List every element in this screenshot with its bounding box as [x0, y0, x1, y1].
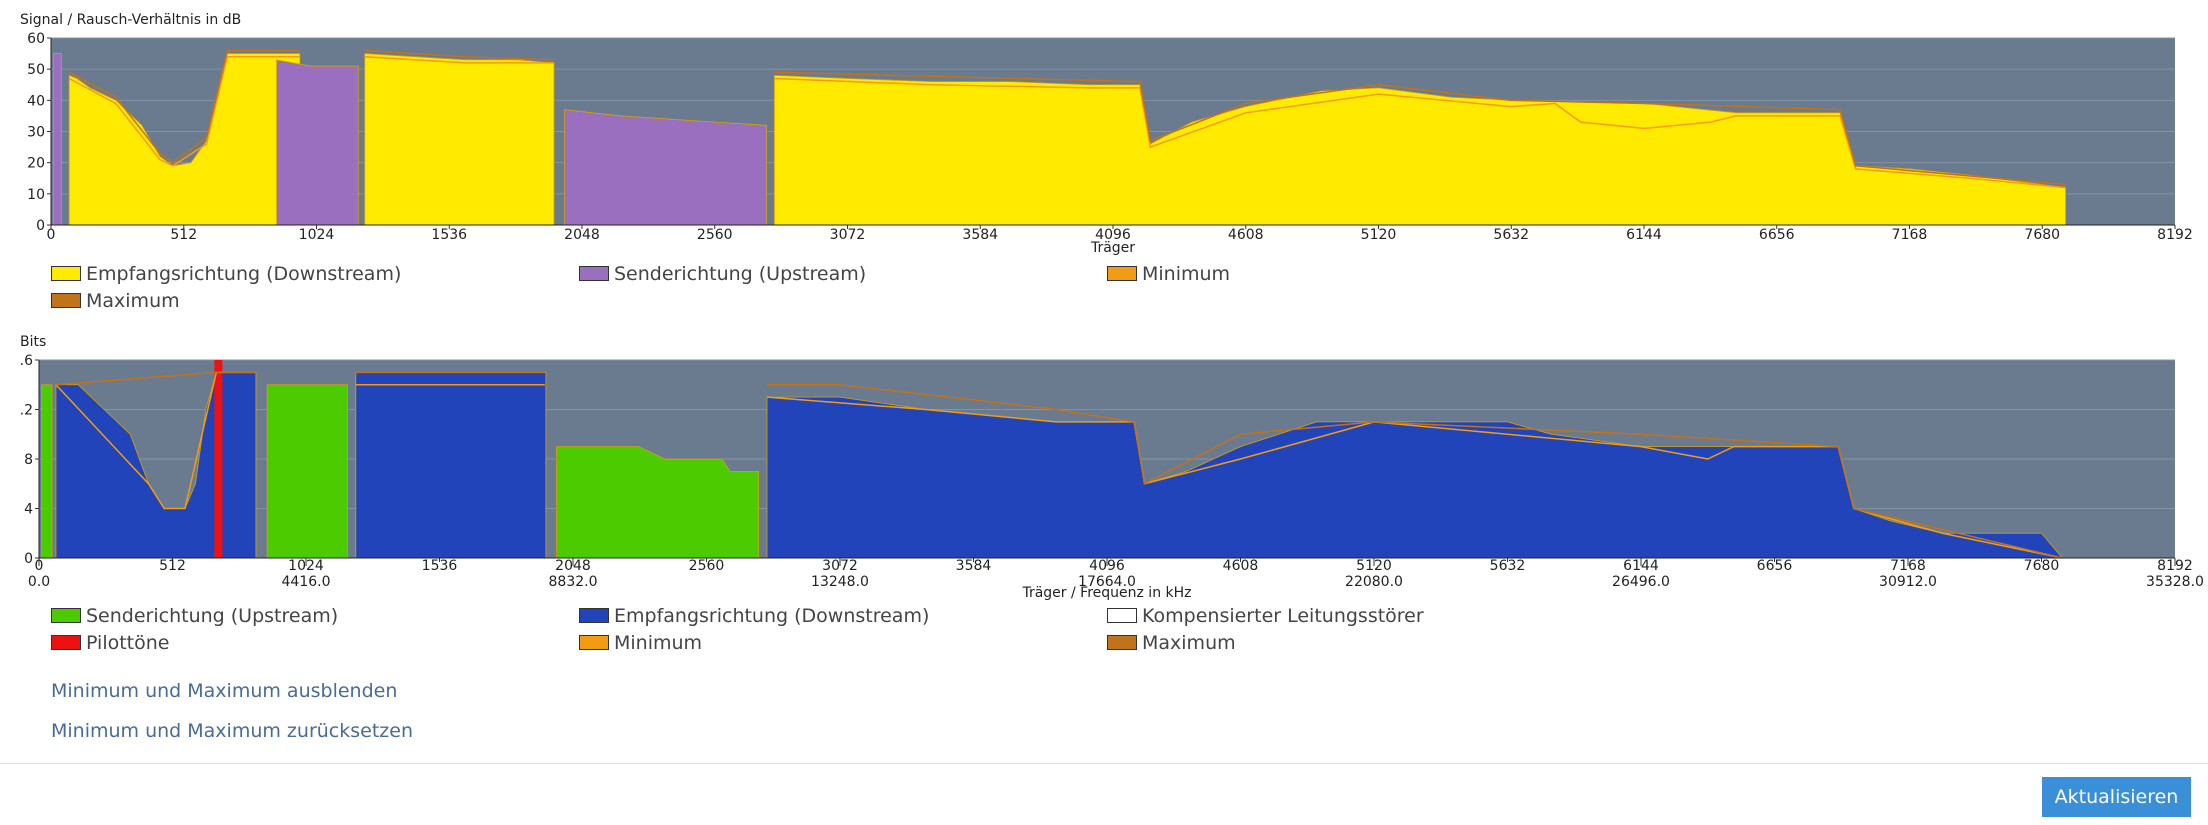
x-tick-label: 8192	[2157, 227, 2193, 243]
line	[68, 49, 2066, 186]
x-tick-label: 4096	[1095, 227, 1131, 243]
legend-item: Minimum	[579, 631, 1107, 654]
x-tick-label: 2560	[697, 227, 733, 243]
legend-label: Minimum	[614, 631, 703, 654]
legend-swatch	[1107, 608, 1137, 623]
bar	[214, 360, 223, 558]
x-tick-label: 3584	[956, 558, 992, 574]
y-tick-label: 0	[36, 218, 45, 234]
x-tick-label: 5632	[1490, 558, 1526, 574]
x2-tick-label: 22080.0	[1345, 574, 1403, 590]
legend-item: Pilottöne	[51, 631, 579, 654]
legend-label: Pilottöne	[86, 631, 170, 654]
y-tick-label: 0	[24, 551, 33, 567]
legend-swatch	[51, 608, 81, 623]
x-tick-label: 5120	[1361, 227, 1397, 243]
legend-swatch	[579, 608, 609, 623]
legend-label: Senderichtung (Upstream)	[86, 604, 339, 627]
legend: Empfangsrichtung (Downstream) Senderichtu…	[51, 262, 1671, 312]
legend-item: Maximum	[51, 289, 579, 312]
toggle-minmax-link[interactable]: Minimum und Maximum ausblenden	[51, 680, 398, 702]
x-tick-label: 512	[159, 558, 186, 574]
x-tick-label: 4608	[1223, 558, 1259, 574]
legend-item: Kompensierter Leitungsstörer	[1107, 604, 1635, 627]
legend-label: Empfangsrichtung (Downstream)	[614, 604, 930, 627]
legend-label: Maximum	[1142, 631, 1236, 654]
y-tick-label: 8	[24, 452, 33, 468]
x-tick-label: 512	[170, 227, 197, 243]
y-tick-label: 50	[27, 62, 45, 78]
x2-tick-label: 8832.0	[549, 574, 598, 590]
charts: Signal / Rausch-Verhältnis in dB 0 10 20 30 4…	[20, 12, 2204, 601]
y-tick-label: 30	[27, 125, 45, 141]
legend-item: Empfangsrichtung (Downstream)	[51, 262, 579, 285]
legend-item: Senderichtung (Upstream)	[579, 262, 1107, 285]
x-tick-label: 6144	[1626, 227, 1662, 243]
y-tick-label: 4	[24, 502, 33, 518]
separator	[0, 763, 2208, 764]
line	[55, 371, 2063, 559]
legend-label: Kompensierter Leitungsstörer	[1142, 604, 1424, 627]
x2-tick-label: 35328.0	[2146, 574, 2204, 590]
legend-swatch	[1107, 635, 1137, 650]
x2-tick-label: 30912.0	[1879, 574, 1937, 590]
y-axis-title: Signal / Rausch-Verhältnis in dB	[20, 12, 241, 28]
legend-swatch	[51, 635, 81, 650]
x-axis-title: Träger / Frequenz in kHz	[1021, 585, 1191, 601]
refresh-button[interactable]: Aktualisieren	[2042, 777, 2191, 817]
legend-item: Maximum	[1107, 631, 1635, 654]
x2-tick-label: 13248.0	[811, 574, 869, 590]
x-tick-label: 6656	[1759, 227, 1795, 243]
legend-swatch	[51, 266, 81, 281]
x-tick-label: 4608	[1228, 227, 1264, 243]
y-tick-label: 60	[27, 31, 45, 47]
x-tick-label: 0	[47, 227, 56, 243]
legend-label: Maximum	[86, 289, 180, 312]
x-tick-label: 6656	[1757, 558, 1793, 574]
x-tick-label: 7680	[2024, 558, 2060, 574]
y-tick-label: 10	[27, 187, 45, 203]
reset-minmax-link[interactable]: Minimum und Maximum zurücksetzen	[51, 720, 413, 742]
legend-swatch	[579, 266, 609, 281]
x-tick-label: 3584	[962, 227, 998, 243]
x-tick-label: 2560	[689, 558, 725, 574]
x-tick-label: 7168	[1892, 227, 1928, 243]
x-tick-label: 1536	[431, 227, 467, 243]
x-tick-label: 1536	[422, 558, 458, 574]
y-tick-label: .6	[20, 353, 33, 369]
legend-swatch	[51, 293, 81, 308]
x2-tick-label: 0.0	[28, 574, 50, 590]
x-tick-label: 2048	[564, 227, 600, 243]
legend-item: Senderichtung (Upstream)	[51, 604, 579, 627]
legend-label: Senderichtung (Upstream)	[614, 262, 867, 285]
legend-item: Minimum	[1107, 262, 1635, 285]
y-axis-title: Bits	[20, 334, 46, 350]
x-tick-label: 5632	[1493, 227, 1529, 243]
legend-item: Empfangsrichtung (Downstream)	[579, 604, 1107, 627]
x-tick-label: 7680	[2024, 227, 2060, 243]
x2-tick-label: 26496.0	[1612, 574, 1670, 590]
y-tick-label: 20	[27, 156, 45, 172]
x2-tick-label: 17664.0	[1078, 574, 1136, 590]
legend-swatch	[579, 635, 609, 650]
legend: Senderichtung (Upstream) Empfangsrichtung…	[51, 604, 1671, 654]
legend-swatch	[1107, 266, 1137, 281]
x-tick-label: 1024	[299, 227, 335, 243]
x-tick-label: 3072	[830, 227, 866, 243]
x-axis-title: Träger	[1090, 240, 1135, 256]
x2-tick-label: 4416.0	[282, 574, 331, 590]
line	[68, 55, 2066, 189]
y-tick-label: .2	[20, 403, 33, 419]
y-tick-label: 40	[27, 93, 45, 109]
legend-label: Empfangsrichtung (Downstream)	[86, 262, 402, 285]
legend-label: Minimum	[1142, 262, 1231, 285]
